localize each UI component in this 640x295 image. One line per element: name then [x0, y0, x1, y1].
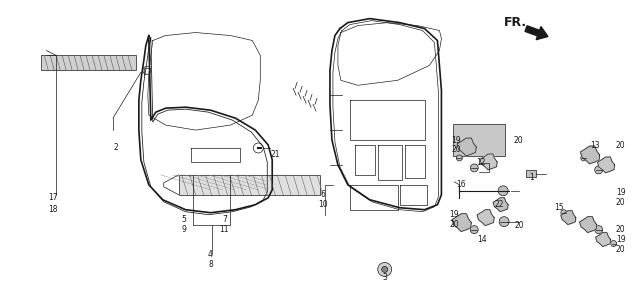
Text: 9: 9	[181, 225, 186, 234]
Circle shape	[378, 263, 392, 276]
Text: 5: 5	[181, 215, 186, 224]
Circle shape	[499, 217, 509, 227]
Circle shape	[498, 186, 508, 196]
Text: 12: 12	[477, 158, 486, 168]
Text: 20: 20	[515, 221, 524, 230]
Text: 20: 20	[616, 245, 625, 254]
Text: 20: 20	[616, 225, 625, 234]
Text: 19: 19	[452, 135, 461, 145]
Polygon shape	[580, 217, 596, 232]
Text: 15: 15	[554, 203, 564, 212]
Text: 13: 13	[590, 140, 600, 150]
Text: 14: 14	[477, 235, 487, 244]
FancyBboxPatch shape	[42, 55, 136, 71]
Text: 16: 16	[456, 180, 466, 189]
Text: 3: 3	[382, 273, 387, 282]
Text: 19: 19	[449, 210, 459, 219]
Polygon shape	[452, 214, 471, 232]
Text: 4: 4	[208, 250, 213, 259]
Text: 18: 18	[49, 205, 58, 214]
Circle shape	[561, 210, 567, 216]
Circle shape	[604, 162, 609, 168]
FancyArrow shape	[525, 26, 548, 40]
Circle shape	[601, 237, 606, 242]
Text: 11: 11	[220, 225, 229, 234]
Circle shape	[566, 215, 572, 220]
Text: 20: 20	[616, 198, 625, 207]
Circle shape	[464, 144, 470, 150]
Circle shape	[611, 240, 616, 247]
Circle shape	[456, 155, 462, 161]
Polygon shape	[480, 154, 497, 170]
Text: 17: 17	[49, 193, 58, 202]
Text: 6: 6	[321, 190, 325, 199]
Polygon shape	[580, 146, 600, 164]
Text: 10: 10	[318, 200, 328, 209]
Text: 20: 20	[449, 220, 459, 229]
Text: 22: 22	[495, 200, 504, 209]
Polygon shape	[561, 211, 576, 224]
Polygon shape	[493, 198, 508, 212]
Text: 19: 19	[616, 188, 625, 197]
FancyBboxPatch shape	[453, 124, 505, 156]
Circle shape	[580, 155, 587, 161]
Circle shape	[486, 159, 492, 165]
Polygon shape	[477, 210, 494, 226]
Text: 1: 1	[530, 173, 534, 182]
Circle shape	[470, 226, 478, 234]
Circle shape	[483, 215, 489, 220]
Text: 8: 8	[208, 260, 213, 269]
Polygon shape	[596, 232, 611, 246]
Polygon shape	[457, 138, 476, 156]
Text: 2: 2	[113, 143, 118, 153]
Text: 7: 7	[222, 215, 227, 224]
Circle shape	[459, 219, 465, 226]
Text: 20: 20	[616, 140, 625, 150]
Circle shape	[470, 164, 478, 172]
Text: 19: 19	[616, 235, 625, 244]
Circle shape	[595, 226, 603, 234]
Circle shape	[588, 152, 594, 158]
FancyBboxPatch shape	[525, 171, 536, 177]
FancyBboxPatch shape	[179, 175, 320, 195]
Text: 21: 21	[271, 150, 280, 160]
Circle shape	[595, 166, 603, 174]
Circle shape	[381, 266, 388, 272]
Text: FR.: FR.	[504, 16, 527, 29]
Text: 20: 20	[452, 145, 461, 155]
Circle shape	[499, 202, 504, 207]
Polygon shape	[598, 157, 614, 173]
Circle shape	[586, 222, 591, 227]
Text: 20: 20	[513, 135, 523, 145]
